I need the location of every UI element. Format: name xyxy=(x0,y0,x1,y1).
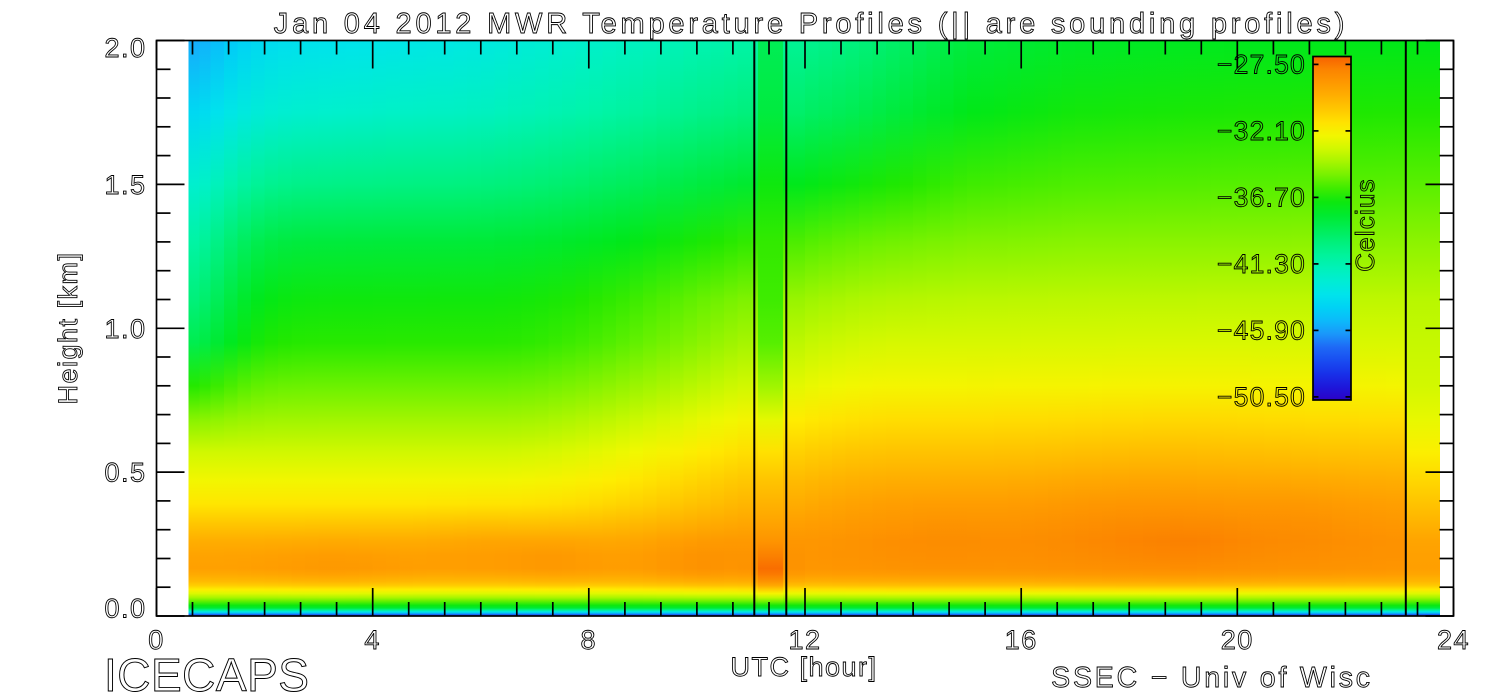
svg-text:−32.10: −32.10 xyxy=(1217,116,1306,146)
svg-text:−27.50: −27.50 xyxy=(1217,49,1306,79)
svg-text:2.0: 2.0 xyxy=(104,33,146,63)
svg-text:ICECAPS: ICECAPS xyxy=(104,649,309,700)
svg-text:16: 16 xyxy=(1005,625,1038,655)
svg-text:Jan 04 2012 MWR Temperature Pr: Jan 04 2012 MWR Temperature Profiles (||… xyxy=(274,8,1348,40)
svg-text:−36.70: −36.70 xyxy=(1217,182,1306,212)
svg-text:UTC [hour]: UTC [hour] xyxy=(730,652,877,682)
svg-text:SSEC − Univ of Wisc: SSEC − Univ of Wisc xyxy=(1051,662,1373,694)
svg-text:1.5: 1.5 xyxy=(104,170,146,200)
svg-text:4: 4 xyxy=(364,625,381,655)
svg-text:0.5: 0.5 xyxy=(104,458,146,488)
svg-text:Height [km]: Height [km] xyxy=(53,251,83,404)
svg-text:1.0: 1.0 xyxy=(104,314,146,344)
svg-text:8: 8 xyxy=(581,625,598,655)
svg-text:0: 0 xyxy=(148,625,165,655)
svg-text:20: 20 xyxy=(1221,625,1254,655)
svg-text:24: 24 xyxy=(1437,625,1470,655)
svg-text:Celcius: Celcius xyxy=(1350,178,1380,272)
svg-text:12: 12 xyxy=(788,625,821,655)
svg-text:0.0: 0.0 xyxy=(104,594,146,624)
svg-text:−41.30: −41.30 xyxy=(1217,249,1306,279)
svg-text:−45.90: −45.90 xyxy=(1217,315,1306,345)
svg-text:−50.50: −50.50 xyxy=(1217,382,1306,412)
